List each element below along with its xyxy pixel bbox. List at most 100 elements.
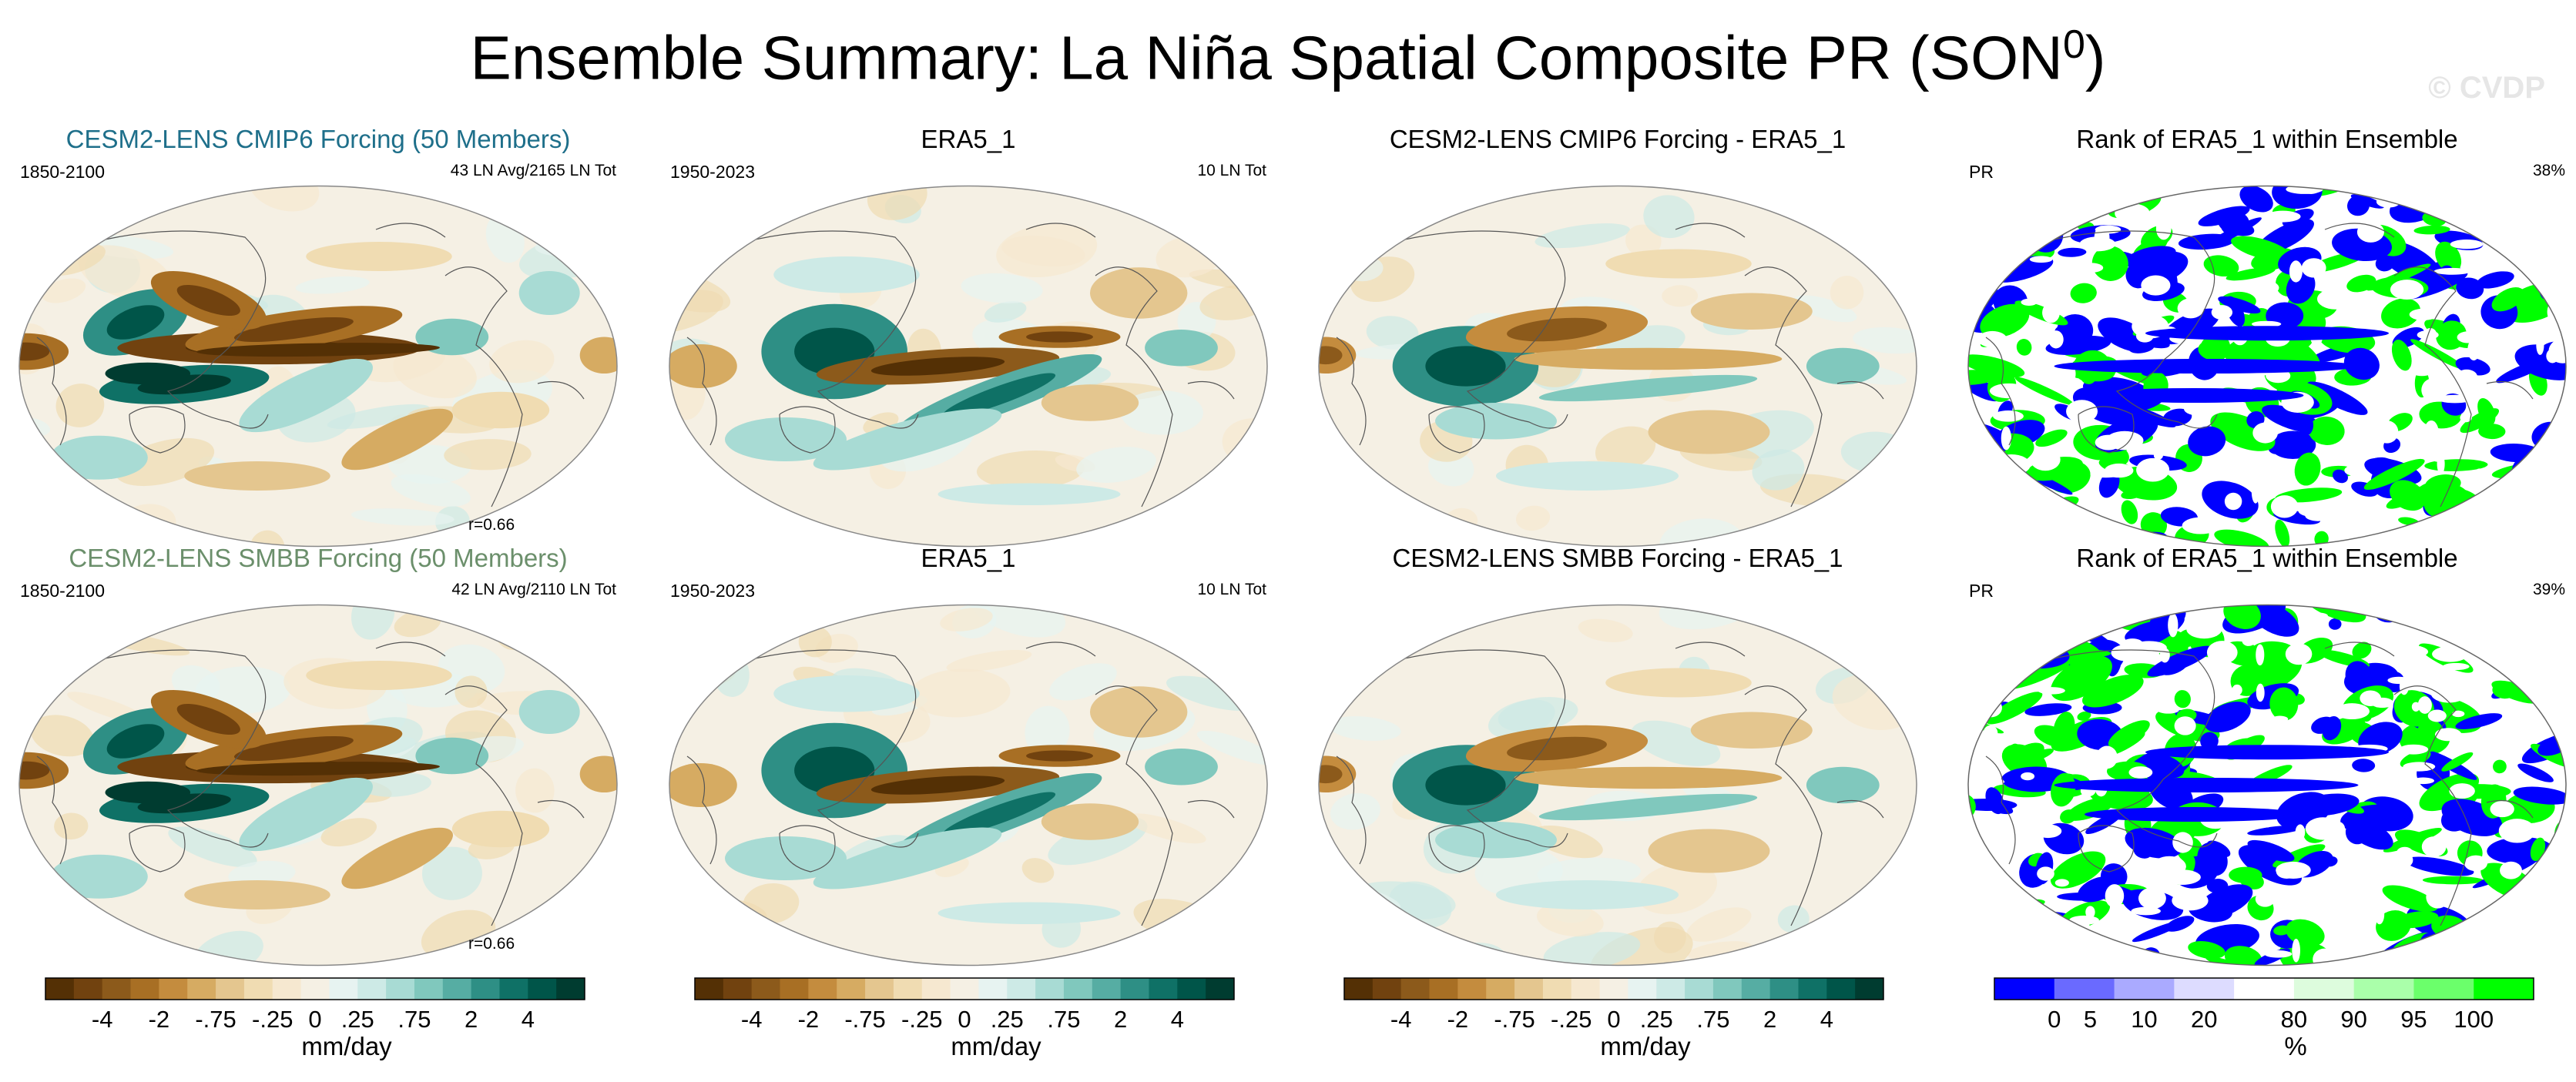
rank-gap [2224,492,2242,511]
colorbar-tick: 5 [2083,1006,2098,1033]
rank-gap [2261,819,2272,828]
rank-gap [2524,504,2546,524]
rank-blob [2070,283,2097,303]
rank-blob [2383,827,2442,853]
rank-blob [1977,959,2012,966]
rank-gap [2392,645,2429,658]
rank-gap [2286,186,2323,194]
coastline [2078,406,2135,454]
rank-gap [2544,260,2564,278]
colorbar-frame [1343,977,1884,1000]
rank-gap [2317,288,2354,310]
colorbar-tick: 0 [1607,1006,1621,1033]
rank-gap [1994,186,2032,193]
colorbar-swatch [1599,978,1628,1000]
rank-blob [2492,681,2517,699]
rank-gap [2027,515,2063,540]
coastline [1187,380,1235,400]
noise-blob [680,919,743,948]
noise-blob [34,605,65,621]
noise-blob [1535,223,1630,249]
colorbar-swatch [272,978,302,1000]
coastline [2031,230,2215,361]
rank-gap [2034,824,2062,839]
rank-gap [2085,906,2095,919]
title-text: Ensemble Summary: La Niña Spatial Compos… [470,23,2063,92]
rank-blob [2147,645,2213,677]
robinson-map [18,604,618,966]
noise-blob [444,439,532,471]
rank-blob [1968,899,1977,907]
field-core [1026,750,1093,762]
rank-gap [2042,302,2060,323]
field-layer [19,605,617,966]
noise-blob [1208,884,1267,903]
field-blob [1090,686,1188,738]
colorbar-tick: 4 [521,1006,535,1033]
coastline [82,230,267,361]
colorbar-swatch [2353,978,2414,1000]
colorbar-swatch [73,978,103,1000]
coastlines [36,223,585,508]
coastlines [36,641,585,926]
colorbar-tick: -.25 [1551,1006,1592,1033]
noise-blob [578,649,617,685]
field-blob [306,661,452,690]
rank-gap [2232,684,2242,696]
rank-gap [2457,331,2480,343]
rank-gap [2511,650,2534,674]
coastline [537,380,585,400]
colorbar-swatch [893,978,923,1000]
watermark: © CVDP [2428,71,2545,105]
pattern-correlation: r=0.66 [468,516,515,534]
noise-blob [320,818,377,847]
noise-blob [42,278,86,303]
rank-gap [2054,943,2093,958]
colorbar-tick: .75 [1696,1006,1730,1033]
noise-blob [1543,932,1641,966]
rank-gap [2424,948,2445,960]
rank-gap [2430,684,2467,703]
field-blob [1605,249,1752,279]
rank-gap [2464,855,2488,872]
colorbar-swatches [1343,977,1884,1000]
noise-blob [1870,931,1917,966]
noise-blob [1021,858,1055,883]
colorbar-tick: 10 [2131,1006,2158,1033]
colorbar-tick: .25 [990,1006,1024,1033]
rank-blob [1968,186,2007,204]
rank-blob [2363,458,2425,490]
colorbar-frame [694,977,1235,1000]
rank-gap [2409,308,2437,320]
colorbar-frame [1994,977,2534,1000]
rank-gap [2536,335,2544,355]
rank-blob [2294,452,2321,486]
field-blob [184,880,330,909]
noise-blob [1001,236,1085,267]
field-core [1507,317,1607,342]
field-core [196,762,440,776]
noise-blob [1025,705,1070,758]
rank-gap [2021,298,2038,306]
rank-gap [2029,256,2053,263]
colorbar-swatch [837,978,866,1000]
rank-blob [2350,194,2384,209]
noise-blob [1830,276,1864,310]
colorbar-swatch [1372,978,1402,1000]
field-blob [1648,829,1770,873]
rank-gap [2337,267,2347,286]
rank-gap [2174,716,2196,735]
rank-gap [2457,197,2487,222]
rank-blob [2053,712,2075,745]
rank-blob [2162,408,2192,427]
field-blob [1538,793,1758,821]
field-blob [239,358,373,433]
rank-gap [2498,819,2536,843]
rank-gap [2184,401,2222,417]
field-core [870,357,1005,376]
panel-period: 1850-2100 [20,581,105,601]
noise-blob [511,186,554,216]
rank-gap [2048,330,2064,349]
rank-blob [2204,702,2251,732]
rank-blob [2481,937,2523,966]
